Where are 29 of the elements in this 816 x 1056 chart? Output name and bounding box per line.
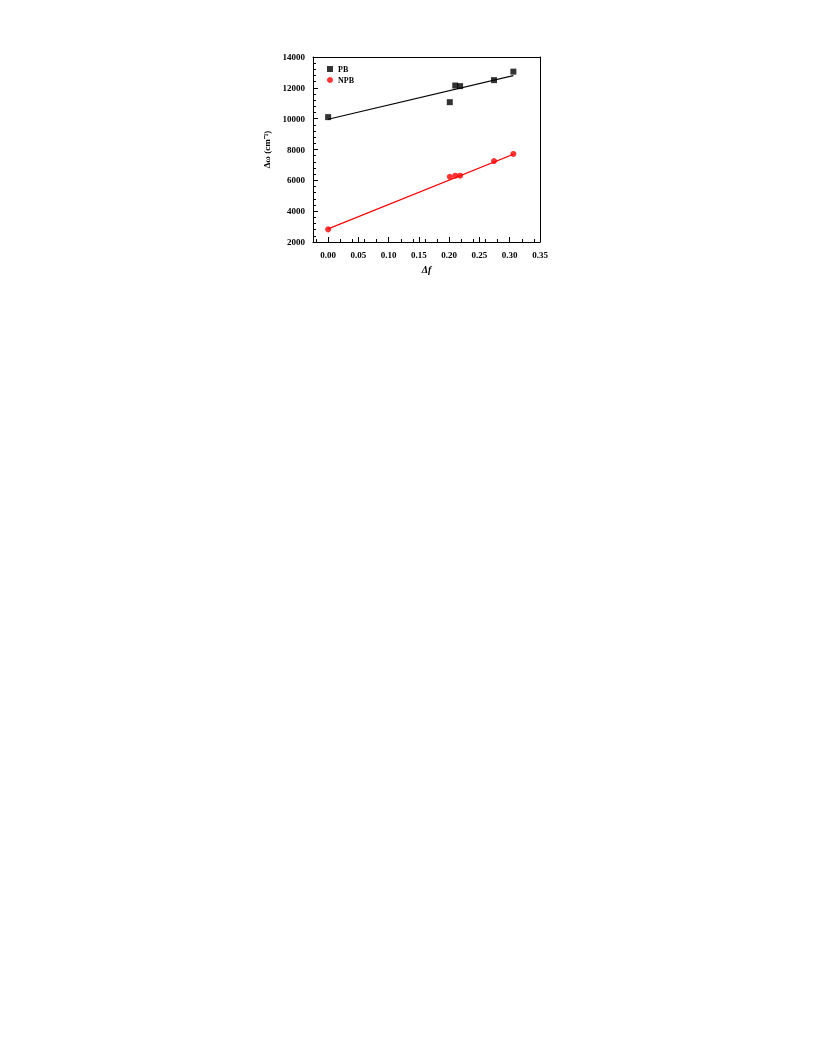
point — [510, 150, 517, 157]
x-tick-label: 0.30 — [501, 249, 519, 260]
legend-label: PB — [338, 64, 349, 74]
x-tick-label: 0.05 — [350, 249, 367, 260]
point — [457, 83, 464, 90]
y-axis-title: Δω (cm⁻¹) — [261, 130, 272, 169]
x-tick-label: 0.25 — [471, 249, 488, 260]
x-tick-label: 0.20 — [441, 249, 458, 260]
point — [490, 77, 497, 84]
x-tick-label: 0.15 — [411, 249, 428, 260]
point — [510, 68, 517, 75]
x-tick-label: 0.00 — [320, 249, 337, 260]
point — [446, 99, 453, 106]
point — [446, 173, 453, 180]
y-tick-label: 6000 — [287, 175, 306, 186]
point — [457, 172, 464, 179]
x-tick-label: 0.10 — [380, 249, 398, 260]
y-tick-label: 4000 — [287, 206, 306, 217]
point — [491, 158, 497, 165]
point — [325, 114, 332, 121]
y-tick-label: 14000 — [282, 52, 306, 62]
x-tick-label: 0.35 — [532, 249, 549, 260]
y-tick-label: 12000 — [282, 82, 306, 93]
y-tick-label: 8000 — [287, 144, 306, 155]
x-axis-title: Δf — [420, 263, 433, 275]
y-tick-label: 2000 — [287, 237, 306, 247]
point — [325, 226, 332, 233]
legend-label: NPB — [338, 75, 355, 85]
y-tick-label: 10000 — [282, 113, 306, 124]
